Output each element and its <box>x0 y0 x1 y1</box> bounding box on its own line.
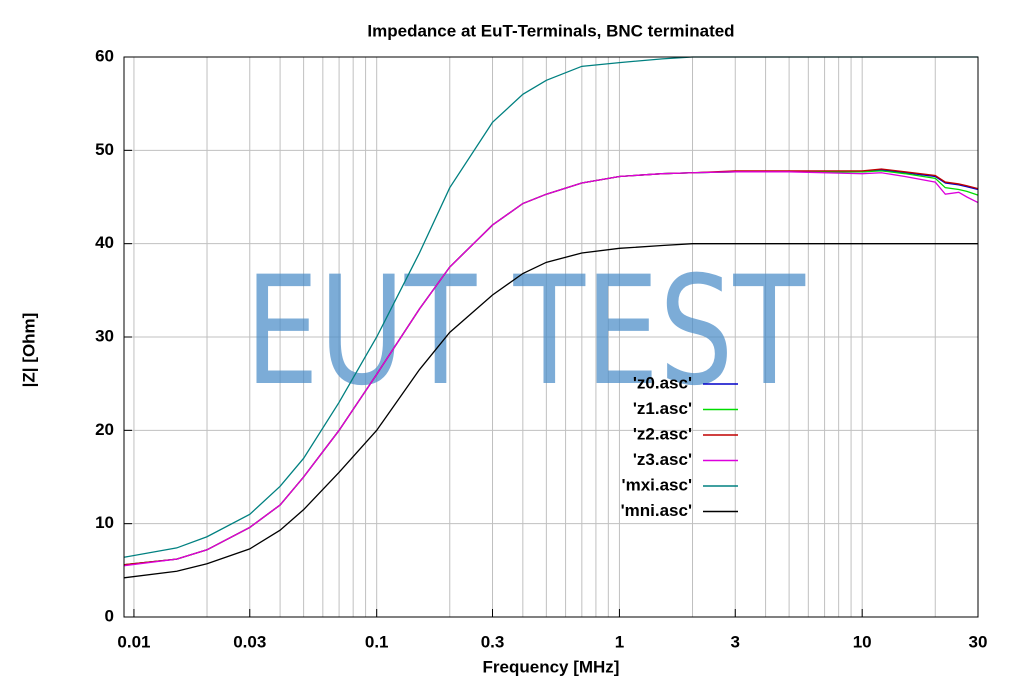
series-line <box>123 243 978 579</box>
x-tick-label: 0.03 <box>233 632 266 651</box>
y-tick-label: 20 <box>95 420 114 439</box>
y-tick-label: 10 <box>95 513 114 532</box>
legend-label: 'mxi.asc' <box>622 475 692 494</box>
x-tick-label: 3 <box>731 632 740 651</box>
x-tick-label: 0.01 <box>117 632 150 651</box>
legend-label: 'z0.asc' <box>633 373 692 392</box>
x-tick-label: 10 <box>853 632 872 651</box>
x-axis-label: Frequency [MHz] <box>483 657 620 676</box>
series-line <box>123 171 979 567</box>
chart-title: Impedance at EuT-Terminals, BNC terminat… <box>367 21 734 40</box>
plot-border <box>123 56 979 618</box>
legend-label: 'z2.asc' <box>633 424 692 443</box>
watermark: EUT TEST <box>245 245 806 419</box>
x-tick-label: 30 <box>969 632 988 651</box>
x-tick-label: 0.1 <box>365 632 389 651</box>
y-tick-label: 60 <box>95 46 114 65</box>
y-tick-label: 50 <box>95 140 114 159</box>
y-tick-label: 30 <box>95 326 114 345</box>
y-tick-label: 40 <box>95 233 114 252</box>
y-axis-label: |Z| [Ohm] <box>19 313 38 388</box>
x-tick-label: 1 <box>615 632 624 651</box>
x-tick-label: 0.3 <box>481 632 505 651</box>
legend-label: 'mni.asc' <box>621 501 692 520</box>
legend-label: 'z1.asc' <box>633 399 692 418</box>
legend-label: 'z3.asc' <box>633 450 692 469</box>
y-tick-label: 0 <box>105 606 114 625</box>
